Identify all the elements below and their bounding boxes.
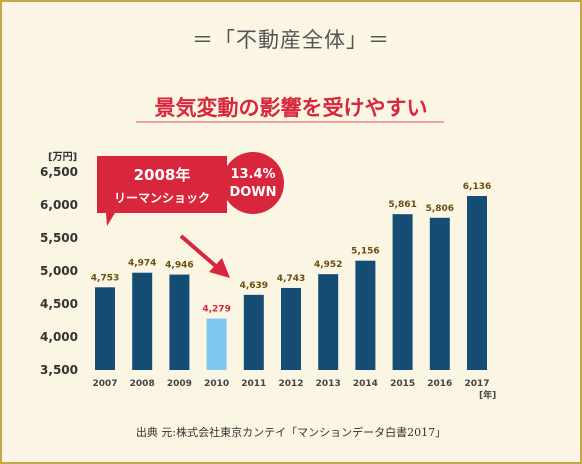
value-label: 5,156 — [351, 247, 379, 257]
value-label: 4,974 — [128, 259, 156, 269]
x-tick-label: 2012 — [278, 379, 303, 389]
bar-2008 — [132, 272, 153, 370]
value-label: 4,279 — [202, 305, 230, 315]
y-tick-label: 5,000 — [40, 264, 78, 278]
bar-2011 — [243, 294, 264, 370]
x-tick-label: 2011 — [241, 379, 266, 389]
value-label: 4,952 — [314, 260, 342, 270]
bar-2017 — [467, 196, 487, 370]
x-tick-label: 2014 — [353, 379, 378, 389]
y-tick-label: 6,000 — [40, 198, 78, 212]
y-tick-label: 4,000 — [40, 330, 78, 344]
bar-2016 — [429, 217, 450, 370]
value-labels: 4,753 4,974 4,946 4,279 4,639 4,743 4,952 5,156… — [91, 182, 491, 315]
value-label: 4,946 — [165, 261, 193, 271]
badge-down: DOWN — [229, 185, 276, 200]
badge-circle — [222, 152, 284, 214]
x-tick-label: 2013 — [316, 379, 341, 389]
x-tick-label: 2010 — [204, 379, 229, 389]
value-label: 6,136 — [463, 182, 491, 192]
y-unit-label: [万円] — [48, 151, 77, 163]
lehman-callout: 2008年 リーマンショック — [97, 156, 227, 226]
chart-subtitle: 景気変動の影響を受けやすい — [154, 96, 428, 120]
x-tick-label: 2015 — [390, 379, 415, 389]
bar-2015 — [392, 214, 413, 370]
value-label: 4,743 — [277, 274, 305, 284]
x-unit-label: [年] — [479, 389, 496, 401]
subtitle-underline — [136, 121, 444, 123]
arrow-head — [209, 258, 230, 278]
bar-2009 — [169, 274, 190, 370]
arrow-shaft — [179, 234, 220, 270]
y-tick-label: 3,500 — [40, 363, 78, 377]
y-tick-label: 4,500 — [40, 297, 78, 311]
source-note: 出典 元:株式会社東京カンテイ「マンションデータ白書2017」 — [135, 426, 447, 439]
bar-2010 — [206, 318, 227, 370]
y-tick-label: 6,500 — [40, 165, 78, 179]
callout-box — [97, 156, 227, 226]
x-tick-label: 2008 — [130, 379, 155, 389]
bar-2013 — [318, 274, 339, 370]
value-label: 5,861 — [388, 200, 416, 210]
x-tick-label: 2007 — [92, 379, 117, 389]
value-label: 4,753 — [91, 273, 119, 283]
down-badge: 13.4% DOWN — [222, 152, 284, 214]
callout-event: リーマンショック — [114, 191, 210, 205]
x-tick-labels: 2007 2008 2009 2010 2011 2012 2013 2014 2015 2016… — [92, 379, 489, 389]
x-tick-label: 2017 — [464, 379, 489, 389]
value-label: 4,639 — [240, 281, 268, 291]
callout-year: 2008年 — [134, 166, 191, 184]
bar-2012 — [281, 287, 301, 370]
y-axis: 3,500 4,000 4,500 5,000 5,500 6,000 6,500 — [40, 165, 78, 377]
bar-2014 — [355, 260, 376, 370]
x-tick-label: 2016 — [427, 379, 452, 389]
down-arrow — [179, 234, 230, 278]
bars — [95, 196, 487, 370]
badge-percent: 13.4% — [230, 167, 275, 182]
x-tick-label: 2009 — [167, 379, 192, 389]
y-tick-label: 5,500 — [40, 231, 78, 245]
page-title: ＝「不動産全体」＝ — [192, 28, 390, 52]
value-label: 5,806 — [426, 204, 454, 214]
bar-2007 — [95, 287, 115, 370]
